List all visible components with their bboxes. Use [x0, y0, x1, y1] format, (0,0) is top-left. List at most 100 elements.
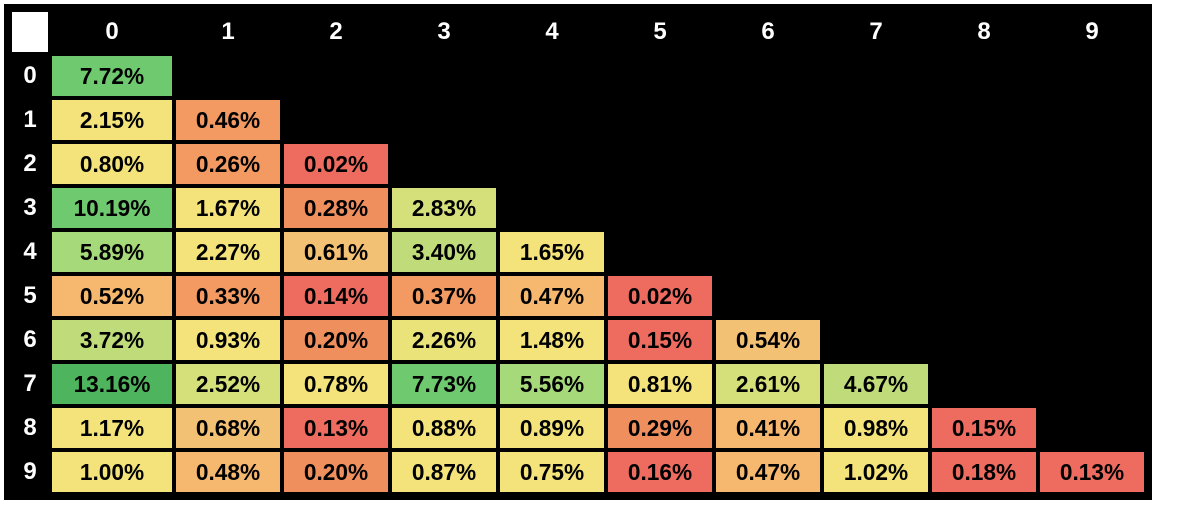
heatmap-cell: 0.26%: [174, 142, 282, 186]
empty-cell: [822, 230, 930, 274]
empty-cell: [822, 142, 930, 186]
heatmap-cell: 0.02%: [282, 142, 390, 186]
col-header-0: 0: [50, 10, 174, 54]
heatmap-cell: 0.47%: [498, 274, 606, 318]
col-header-4: 4: [498, 10, 606, 54]
heatmap-cell: 0.15%: [930, 406, 1038, 450]
empty-cell: [390, 142, 498, 186]
heatmap-cell: 1.02%: [822, 450, 930, 494]
empty-cell: [714, 54, 822, 98]
empty-cell: [714, 98, 822, 142]
empty-cell: [606, 142, 714, 186]
heatmap-cell: 2.26%: [390, 318, 498, 362]
heatmap-cell: 1.65%: [498, 230, 606, 274]
empty-cell: [714, 142, 822, 186]
heatmap-cell: 0.33%: [174, 274, 282, 318]
empty-cell: [1038, 230, 1146, 274]
empty-cell: [606, 230, 714, 274]
heatmap-cell: 0.18%: [930, 450, 1038, 494]
heatmap-cell: 3.40%: [390, 230, 498, 274]
col-header-2: 2: [282, 10, 390, 54]
empty-cell: [1038, 186, 1146, 230]
heatmap-cell: 1.48%: [498, 318, 606, 362]
empty-cell: [1038, 142, 1146, 186]
heatmap-cell: 0.20%: [282, 450, 390, 494]
heatmap-cell: 0.75%: [498, 450, 606, 494]
heatmap-cell: 4.67%: [822, 362, 930, 406]
empty-cell: [498, 98, 606, 142]
row-header-2: 2: [10, 142, 50, 186]
heatmap-cell: 13.16%: [50, 362, 174, 406]
heatmap-cell: 0.02%: [606, 274, 714, 318]
heatmap-cell: 0.80%: [50, 142, 174, 186]
row-header-4: 4: [10, 230, 50, 274]
empty-cell: [606, 98, 714, 142]
empty-cell: [498, 186, 606, 230]
empty-cell: [930, 54, 1038, 98]
heatmap-cell: 2.61%: [714, 362, 822, 406]
heatmap-cell: 1.00%: [50, 450, 174, 494]
empty-cell: [498, 142, 606, 186]
heatmap-cell: 0.89%: [498, 406, 606, 450]
heatmap-cell: 2.27%: [174, 230, 282, 274]
col-header-1: 1: [174, 10, 282, 54]
heatmap-cell: 0.13%: [1038, 450, 1146, 494]
heatmap-cell: 0.48%: [174, 450, 282, 494]
empty-cell: [1038, 98, 1146, 142]
empty-cell: [930, 142, 1038, 186]
row-header-8: 8: [10, 406, 50, 450]
heatmap-cell: 10.19%: [50, 186, 174, 230]
heatmap-cell: 0.87%: [390, 450, 498, 494]
empty-cell: [930, 318, 1038, 362]
empty-cell: [714, 186, 822, 230]
heatmap-table: 012345678907.72%12.15%0.46%20.80%0.26%0.…: [10, 10, 1146, 494]
empty-cell: [930, 98, 1038, 142]
heatmap-cell: 0.52%: [50, 274, 174, 318]
heatmap-cell: 0.81%: [606, 362, 714, 406]
empty-cell: [822, 98, 930, 142]
heatmap-cell: 0.46%: [174, 98, 282, 142]
heatmap-cell: 0.28%: [282, 186, 390, 230]
heatmap-cell: 2.52%: [174, 362, 282, 406]
col-header-7: 7: [822, 10, 930, 54]
heatmap-cell: 7.73%: [390, 362, 498, 406]
col-header-9: 9: [1038, 10, 1146, 54]
heatmap-cell: 0.68%: [174, 406, 282, 450]
row-header-5: 5: [10, 274, 50, 318]
empty-cell: [282, 54, 390, 98]
heatmap-cell: 5.89%: [50, 230, 174, 274]
empty-cell: [822, 186, 930, 230]
heatmap-cell: 0.16%: [606, 450, 714, 494]
empty-cell: [714, 230, 822, 274]
row-header-7: 7: [10, 362, 50, 406]
heatmap-cell: 0.98%: [822, 406, 930, 450]
heatmap-cell: 0.20%: [282, 318, 390, 362]
heatmap-cell: 0.47%: [714, 450, 822, 494]
empty-cell: [930, 362, 1038, 406]
heatmap-cell: 0.41%: [714, 406, 822, 450]
empty-cell: [1038, 362, 1146, 406]
heatmap-cell: 0.88%: [390, 406, 498, 450]
empty-cell: [1038, 274, 1146, 318]
heatmap-cell: 1.17%: [50, 406, 174, 450]
empty-cell: [822, 274, 930, 318]
heatmap-cell: 0.78%: [282, 362, 390, 406]
heatmap-cell: 7.72%: [50, 54, 174, 98]
heatmap-cell: 1.67%: [174, 186, 282, 230]
empty-cell: [930, 230, 1038, 274]
empty-cell: [606, 186, 714, 230]
empty-cell: [822, 54, 930, 98]
empty-cell: [390, 98, 498, 142]
heatmap-cell: 0.61%: [282, 230, 390, 274]
heatmap-cell: 0.93%: [174, 318, 282, 362]
col-header-3: 3: [390, 10, 498, 54]
empty-cell: [174, 54, 282, 98]
row-header-6: 6: [10, 318, 50, 362]
heatmap-cell: 0.37%: [390, 274, 498, 318]
empty-cell: [606, 54, 714, 98]
heatmap-cell: 2.83%: [390, 186, 498, 230]
empty-cell: [1038, 318, 1146, 362]
empty-cell: [930, 274, 1038, 318]
heatmap-cell: 0.13%: [282, 406, 390, 450]
row-header-9: 9: [10, 450, 50, 494]
